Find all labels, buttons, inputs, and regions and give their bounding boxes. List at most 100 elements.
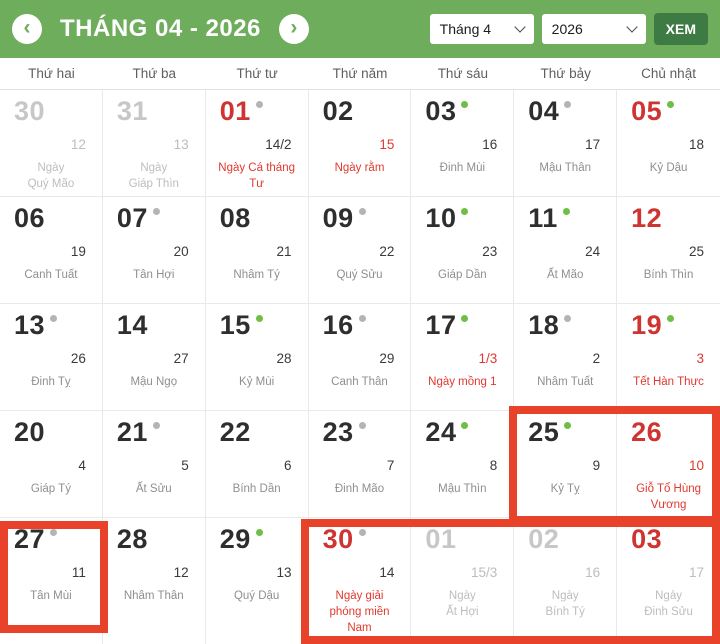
solar-day-wrap: 12 bbox=[631, 203, 663, 234]
day-cell[interactable]: 01 14/2 Ngày Cá tháng Tư bbox=[205, 90, 309, 197]
day-cell[interactable]: 15 28 Kỷ Mùi bbox=[205, 304, 309, 411]
day-cell[interactable]: 23 7 Đinh Mão bbox=[308, 411, 412, 518]
lunar-day-number: 10 bbox=[688, 458, 704, 473]
day-cell[interactable]: 27 11 Tân Mùi bbox=[0, 518, 103, 644]
day-cell[interactable]: 19 3 Tết Hàn Thực bbox=[617, 304, 720, 411]
view-button[interactable]: XEM bbox=[653, 13, 708, 45]
solar-day-wrap: 02 bbox=[323, 96, 354, 127]
day-cell[interactable]: 17 1/3 Ngày mồng 1 bbox=[411, 304, 515, 411]
can-chi-label: Giáp Tý bbox=[30, 483, 71, 495]
event-dot-icon bbox=[461, 101, 469, 108]
solar-day-number: 12 bbox=[631, 203, 663, 233]
lunar-day-number: 22 bbox=[379, 244, 395, 259]
day-cell[interactable]: 21 5 Ất Sửu bbox=[102, 411, 206, 518]
solar-day-number: 18 bbox=[528, 310, 560, 340]
day-cell[interactable]: 03 16 Đinh Mùi bbox=[411, 90, 515, 197]
next-month-button[interactable]: › bbox=[278, 14, 309, 44]
day-cell[interactable]: 28 12 Nhâm Thân bbox=[102, 518, 206, 644]
solar-day-number: 05 bbox=[631, 96, 663, 126]
day-cell[interactable]: 02 15 Ngày rằm bbox=[308, 90, 412, 197]
solar-day-wrap: 21 bbox=[116, 417, 160, 448]
day-cell[interactable]: 24 8 Mậu Thìn bbox=[411, 411, 515, 518]
day-cell[interactable]: 10 23 Giáp Dần bbox=[411, 197, 515, 304]
solar-day-wrap: 14 bbox=[117, 310, 148, 341]
day-cell[interactable]: 05 18 Kỷ Dậu bbox=[617, 90, 720, 197]
solar-day-number: 29 bbox=[219, 524, 251, 554]
day-cell[interactable]: 04 17 Mậu Thân bbox=[514, 90, 618, 197]
can-chi-label: Ngày mồng 1 bbox=[428, 376, 497, 388]
year-select[interactable]: 2026 bbox=[541, 14, 646, 44]
event-dot-icon bbox=[461, 422, 469, 429]
day-cell[interactable]: 26 10 Giỗ Tổ Hùng Vương bbox=[617, 411, 720, 518]
lunar-day-number: 15/3 bbox=[471, 565, 498, 580]
day-cell[interactable]: 22 6 Bính Dần bbox=[205, 411, 309, 518]
day-cell[interactable]: 25 9 Kỷ Tỵ bbox=[514, 411, 618, 518]
day-cell[interactable]: 03 17 Ngày Đinh Sửu bbox=[617, 518, 720, 644]
solar-day-number: 22 bbox=[219, 417, 251, 447]
day-cell[interactable]: 01 15/3 Ngày Ất Hợi bbox=[411, 518, 515, 644]
solar-day-wrap: 18 bbox=[528, 310, 572, 341]
solar-day-number: 24 bbox=[425, 417, 457, 447]
lunar-day-number: 23 bbox=[482, 244, 498, 259]
prev-month-button[interactable]: ‹ bbox=[12, 14, 42, 44]
solar-day-wrap: 23 bbox=[323, 417, 366, 448]
day-cell[interactable]: 13 26 Đinh Tỵ bbox=[0, 304, 103, 411]
lunar-day-number: 8 bbox=[489, 458, 498, 473]
solar-day-wrap: 20 bbox=[14, 417, 46, 448]
lunar-day-number: 17 bbox=[688, 565, 704, 580]
solar-day-number: 31 bbox=[116, 96, 148, 126]
solar-day-number: 21 bbox=[116, 417, 148, 447]
day-cell[interactable]: 02 16 Ngày Bính Tý bbox=[514, 518, 618, 644]
day-cell[interactable]: 08 21 Nhâm Tý bbox=[205, 197, 309, 304]
lunar-day-number: 14 bbox=[379, 565, 395, 580]
weekday-label: Thứ tư bbox=[236, 66, 278, 81]
weekday-label: Thứ ba bbox=[132, 66, 177, 81]
weekday-label: Thứ bảy bbox=[540, 66, 591, 81]
can-chi-label: Ngày Giáp Thìn bbox=[128, 162, 179, 190]
solar-day-number: 20 bbox=[14, 417, 46, 447]
calendar-grid: 30 12 Ngày Quý Mão 31 13 Ngày Giáp Thìn … bbox=[0, 90, 720, 644]
event-dot-icon bbox=[461, 208, 469, 215]
day-cell[interactable]: 20 4 Giáp Tý bbox=[0, 411, 103, 518]
day-cell[interactable]: 16 29 Canh Thân bbox=[308, 304, 412, 411]
solar-day-wrap: 22 bbox=[219, 417, 251, 448]
solar-day-number: 08 bbox=[219, 203, 251, 233]
lunar-day-number: 20 bbox=[173, 244, 189, 259]
solar-day-number: 11 bbox=[528, 203, 558, 233]
can-chi-label: Đinh Mão bbox=[334, 483, 385, 495]
solar-day-number: 03 bbox=[631, 524, 663, 554]
can-chi-label: Ất Sửu bbox=[135, 483, 172, 495]
solar-day-wrap: 08 bbox=[219, 203, 251, 234]
day-cell[interactable]: 11 24 Ất Mão bbox=[514, 197, 618, 304]
day-cell[interactable]: 31 13 Ngày Giáp Thìn bbox=[102, 90, 206, 197]
solar-day-wrap: 26 bbox=[631, 417, 662, 448]
solar-day-wrap: 30 bbox=[14, 96, 45, 127]
solar-day-number: 15 bbox=[219, 310, 251, 340]
solar-day-number: 03 bbox=[425, 96, 457, 126]
month-select[interactable]: Tháng 4 bbox=[429, 14, 534, 44]
chevron-down-icon bbox=[625, 21, 638, 33]
day-cell[interactable]: 30 12 Ngày Quý Mão bbox=[0, 90, 103, 197]
day-cell[interactable]: 09 22 Quý Sửu bbox=[308, 197, 412, 304]
solar-day-wrap: 29 bbox=[219, 524, 263, 555]
lunar-day-number: 7 bbox=[386, 458, 395, 473]
month-select-value: Tháng 4 bbox=[439, 21, 492, 37]
day-cell[interactable]: 06 19 Canh Tuất bbox=[0, 197, 103, 304]
day-cell[interactable]: 14 27 Mậu Ngọ bbox=[102, 304, 206, 411]
day-cell[interactable]: 07 20 Tân Hợi bbox=[102, 197, 206, 304]
day-cell[interactable]: 29 13 Quý Dậu bbox=[205, 518, 309, 644]
solar-day-wrap: 02 bbox=[528, 524, 559, 555]
lunar-day-number: 26 bbox=[70, 351, 86, 366]
solar-day-number: 06 bbox=[14, 203, 46, 233]
calendar-grid-wrapper: 30 12 Ngày Quý Mão 31 13 Ngày Giáp Thìn … bbox=[0, 90, 720, 644]
lunar-day-number: 11 bbox=[71, 565, 86, 580]
day-cell[interactable]: 12 25 Bính Thìn bbox=[617, 197, 720, 304]
day-cell[interactable]: 18 2 Nhâm Tuất bbox=[514, 304, 618, 411]
can-chi-label: Ngày Quý Mão bbox=[27, 162, 75, 190]
lunar-day-number: 14/2 bbox=[265, 137, 292, 152]
day-cell[interactable]: 30 14 Ngày giải phóng miền Nam bbox=[308, 518, 412, 644]
can-chi-label: Tết Hàn Thực bbox=[633, 376, 704, 388]
lunar-day-number: 28 bbox=[276, 351, 292, 366]
solar-day-number: 16 bbox=[322, 310, 354, 340]
lunar-day-number: 13 bbox=[173, 137, 189, 152]
